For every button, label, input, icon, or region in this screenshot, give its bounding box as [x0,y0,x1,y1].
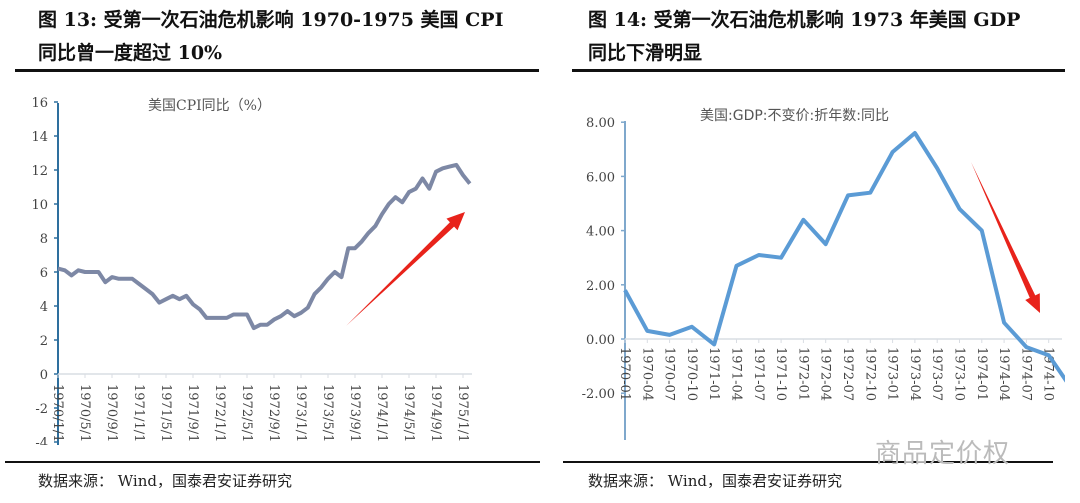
y-tick-label: 10 [31,198,48,213]
x-tick-label: 1972/5/1 [239,384,254,442]
x-tick-label: 1972-01 [795,347,810,401]
y-tick-label: 16 [31,96,48,111]
x-tick-label: 1975/1/1 [455,384,470,442]
right-bottom-rule [563,461,1053,463]
y-tick-label: 6.00 [586,170,615,185]
right-top-rule [572,69,1065,72]
x-tick-label: 1970/9/1 [104,384,119,442]
x-tick-label: 1973-04 [907,347,922,401]
x-tick-label: 1970-10 [684,347,699,401]
cpi-chart-title: 美国CPI同比（%） [148,98,271,114]
x-tick-label: 1972-10 [862,347,877,401]
x-tick-label: 1972-07 [840,347,855,401]
y-tick-label: 4.00 [586,225,615,240]
y-tick-label: 8.00 [586,116,615,131]
left-top-rule [15,69,539,72]
x-tick-label: 1971-04 [729,347,744,401]
series-line [57,162,472,331]
x-tick-label: 1971-01 [706,347,721,401]
x-tick-label: 1974/9/1 [428,384,443,442]
x-tick-label: 1971-07 [751,347,766,401]
x-tick-label: 1973/9/1 [347,384,362,442]
trend-arrow [346,212,465,326]
left-figure-title-line2: 同比曾一度超过 10% [38,42,223,64]
y-tick-label: -2 [35,402,48,417]
y-tick-label: 6 [40,266,48,281]
x-tick-label: 1972/1/1 [212,384,227,442]
right-figure-title-line1: 图 14: 受第一次石油危机影响 1973 年美国 GDP [588,9,1021,31]
y-tick-label: 8 [40,232,48,247]
left-figure-title-line1: 图 13: 受第一次石油危机影响 1970-1975 美国 CPI [38,9,504,31]
left-source: 数据来源： Wind，国泰君安证券研究 [38,472,292,490]
y-tick-label: 0.00 [586,333,615,348]
x-tick-label: 1971/5/1 [158,384,173,442]
y-tick-label: 4 [40,300,48,315]
right-source: 数据来源： Wind，国泰君安证券研究 [588,472,842,490]
y-tick-label: 2.00 [586,279,615,294]
x-tick-label: 1970/1/1 [50,384,65,442]
x-tick-label: 1973-10 [952,347,967,401]
y-tick-label: 14 [31,130,48,145]
y-tick-label: -2.00 [582,387,615,402]
x-tick-label: 1974-04 [996,347,1011,401]
x-tick-label: 1974-07 [1018,347,1033,401]
x-tick-label: 1970-04 [639,347,654,401]
x-tick-label: 1974-01 [974,347,989,401]
y-tick-label: 2 [40,334,48,349]
x-tick-label: 1971/9/1 [185,384,200,442]
x-tick-label: 1971-10 [773,347,788,401]
cpi-chart: 美国CPI同比（%） -4 -2 0 2 4 6 8 10 12 14 16 1970/1/1 1970… [31,96,472,451]
x-tick-label: 1971/1/1 [131,384,146,442]
watermark: 商品定价权 [875,439,1011,469]
left-bottom-rule [5,461,540,463]
x-tick-label: 1973-07 [929,347,944,401]
x-tick-label: 1973-01 [885,347,900,401]
x-tick-label: 1970/5/1 [77,384,92,442]
x-tick-label: 1972-04 [818,347,833,401]
x-tick-label: 1974/1/1 [374,384,389,442]
x-tick-label: 1973/5/1 [320,384,335,442]
right-figure-title-line2: 同比下滑明显 [588,42,703,64]
x-tick-label: 1970-07 [662,347,677,401]
x-tick-label: 1970-01 [617,347,632,401]
x-tick-label: 1973/1/1 [293,384,308,442]
trend-arrow [971,162,1040,313]
x-tick-label: 1974/5/1 [401,384,416,442]
x-tick-label: 1972/9/1 [266,384,281,442]
gdp-chart-title: 美国:GDP:不变价:折年数:同比 [700,108,889,124]
gdp-chart: 美国:GDP:不变价:折年数:同比 -2.00 0.00 2.00 4.00 6.00 8… [582,108,1065,440]
y-tick-label: 12 [31,164,48,179]
y-tick-label: -4 [35,436,48,451]
y-tick-label: 0 [40,368,48,383]
